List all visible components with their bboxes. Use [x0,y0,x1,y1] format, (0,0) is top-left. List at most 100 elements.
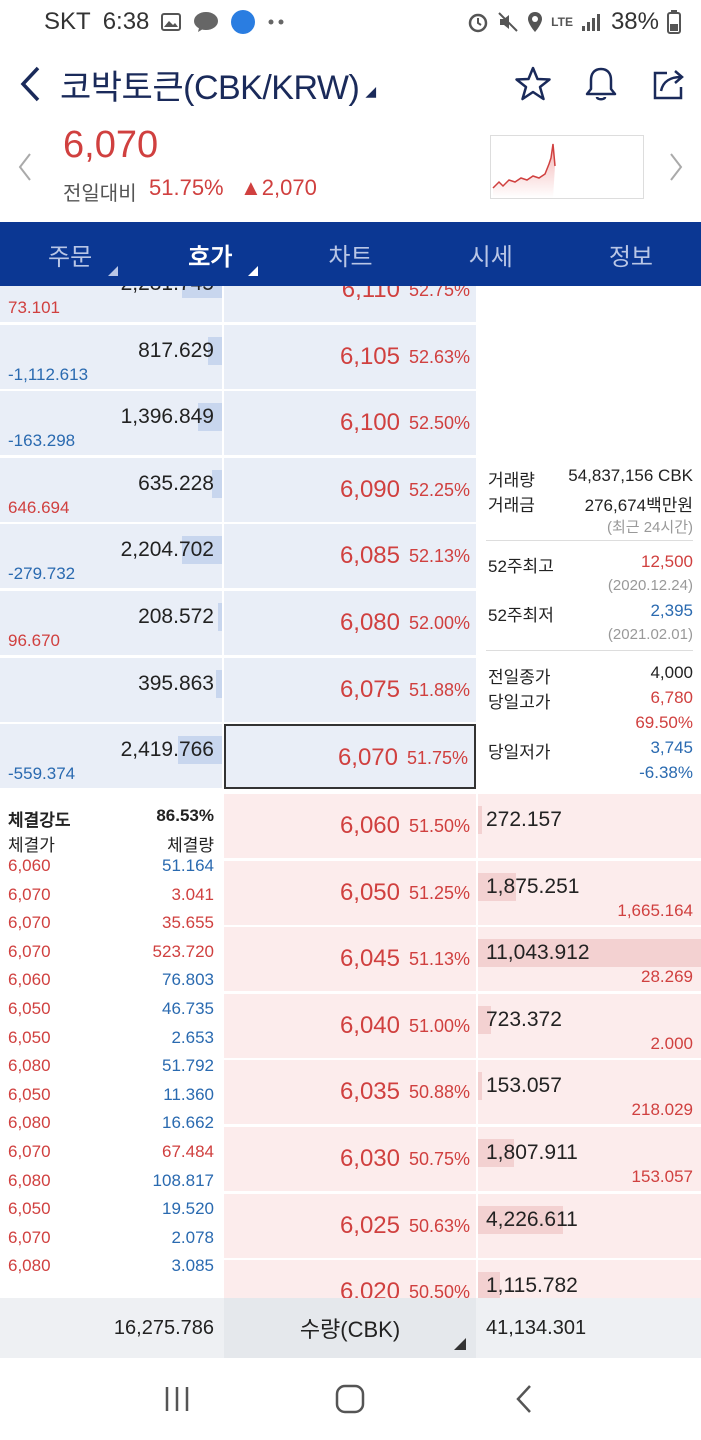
bid-percent: 50.63% [408,1215,470,1236]
volume-label: 거래량 [488,471,535,490]
ask-quantity-cell[interactable]: 2,231.745 73.101 [0,286,222,323]
trade-row: 6,070 67.484 [8,1142,214,1162]
bid-percent: 51.50% [408,816,470,836]
trade-row: 6,080 108.817 [8,1171,214,1191]
ask-price-cell[interactable]: 6,110 52.75% [224,286,476,323]
bid-row[interactable]: 6,025 50.63% 4,226.611 [224,1193,701,1260]
ask-quantity-cell[interactable]: 2,204.702 -279.732 [0,524,222,590]
trade-row: 6,080 3.085 [8,1256,214,1276]
bid-quantity-cell[interactable]: 1,807.911 153.057 [478,1127,701,1192]
ask-row[interactable]: 635.228 646.694 6,090 52.25% [0,457,701,524]
ask-quantity-cell[interactable]: 1,396.849 -163.298 [0,391,222,457]
bid-price-cell[interactable]: 6,045 51.13% [224,927,476,993]
order-book[interactable]: 2,231.745 73.101 6,110 52.75% 817.629 -1,112.… [0,286,701,1298]
bid-row[interactable]: 6,045 51.13% 11,043.912 28.269 [224,927,701,993]
unit-label: 수량(CBK) [299,1317,401,1342]
ask-quantity-cell[interactable]: 395.863 [0,657,222,723]
bid-row[interactable]: 6,040 51.00% 723.372 2.000 [224,993,701,1060]
ask-volume-bar [182,536,222,565]
bid-price-cell[interactable]: 6,020 50.50% [224,1260,476,1298]
ask-price-cell[interactable]: 6,085 52.13% [224,524,476,590]
tab-info[interactable]: 정보 [561,222,701,286]
bid-price: 6,060 [339,812,400,839]
ask-change: 646.694 [8,497,70,517]
period-note: (최근 24시간) [606,519,693,536]
share-button[interactable] [647,56,691,112]
ask-row[interactable]: 1,396.849 -163.298 6,100 52.50% [0,391,701,457]
ask-row[interactable]: 208.572 96.670 6,080 52.00% [0,591,701,657]
home-button[interactable] [320,1369,380,1429]
back-nav-button[interactable] [494,1369,554,1429]
chevron-left-icon [20,66,40,102]
chevron-right-icon [670,153,683,181]
tab-market[interactable]: 시세 [421,222,561,286]
favorite-button[interactable] [511,56,555,112]
app-header: 코박토큰(CBK/KRW) ◢ [0,48,701,120]
bid-price-cell[interactable]: 6,060 51.50% [224,794,476,859]
high52-label: 52주최고 [488,557,554,576]
price-summary: 6,070 전일대비 51.75% ▲2,070 [0,122,701,220]
next-coin-button[interactable] [669,152,683,187]
battery-percent: 38% [610,8,659,35]
trade-qty: 2.653 [171,1027,214,1047]
clock: 6:38 [102,8,150,35]
back-button[interactable] [0,48,60,120]
ask-price-cell[interactable]: 6,080 52.00% [224,591,476,656]
ask-row[interactable]: 2,204.702 -279.732 6,085 52.13% [0,524,701,590]
bid-quantity-cell[interactable]: 723.372 2.000 [478,993,701,1059]
ask-price-cell[interactable]: 6,075 51.88% [224,657,476,723]
ask-price-cell[interactable]: 6,105 52.63% [224,324,476,390]
bid-quantity-cell[interactable]: 11,043.912 28.269 [478,927,701,993]
ask-price-cell[interactable]: 6,100 52.50% [224,391,476,457]
ask-price-cell[interactable]: 6,070 51.75% [224,724,476,790]
bid-row[interactable]: 6,035 50.88% 153.057 218.029 [224,1060,701,1126]
bid-price-cell[interactable]: 6,040 51.00% [224,993,476,1059]
ask-quantity-cell[interactable]: 635.228 646.694 [0,457,222,523]
ask-row[interactable]: 2,231.745 73.101 6,110 52.75% [0,286,701,324]
trade-price: 6,050 [8,1084,51,1104]
bid-price: 6,050 [339,878,400,906]
bid-price-cell[interactable]: 6,035 50.88% [224,1060,476,1126]
bid-row[interactable]: 6,050 51.25% 1,875.251 1,665.164 [224,860,701,927]
title-dropdown-icon[interactable]: ◢ [365,82,377,99]
bid-quantity-cell[interactable]: 272.157 [478,794,701,859]
page-title[interactable]: 코박토큰(CBK/KRW) [60,68,360,107]
ask-row[interactable]: 395.863 6,075 51.88% [0,657,701,724]
low52-date: (2021.02.01) [607,626,693,643]
divider [486,650,693,651]
ask-row[interactable]: 817.629 -1,112.613 6,105 52.63% [0,324,701,391]
network-type: LTE [551,15,573,29]
low52-label: 52주최저 [488,606,554,625]
bid-quantity-cell[interactable]: 1,115.782 [478,1260,701,1298]
unit-selector[interactable]: 수량(CBK) [224,1298,476,1358]
bid-price-cell[interactable]: 6,025 50.63% [224,1193,476,1259]
trade-qty: 67.484 [162,1142,214,1161]
strength-value: 86.53% [156,806,214,825]
bid-row[interactable]: 6,030 50.75% 1,807.911 153.057 [224,1127,701,1193]
tab-chart[interactable]: 차트 [280,222,420,286]
trade-row: 6,050 11.360 [8,1085,214,1105]
sparkline-chart[interactable] [490,135,644,199]
alarm-button[interactable] [579,56,623,112]
ask-quantity-cell[interactable]: 208.572 96.670 [0,591,222,656]
ask-row[interactable]: 2,419.766 -559.374 6,070 51.75% [0,724,701,790]
recent-apps-button[interactable] [147,1369,207,1429]
bid-quantity: 723.372 [486,1007,562,1031]
ask-quantity-cell[interactable]: 817.629 -1,112.613 [0,324,222,390]
bid-quantity-cell[interactable]: 4,226.611 [478,1193,701,1259]
bid-row[interactable]: 6,060 51.50% 272.157 [224,794,701,860]
tab-order[interactable]: 주문 [0,222,140,286]
bid-price-cell[interactable]: 6,030 50.75% [224,1127,476,1192]
bid-row[interactable]: 6,020 50.50% 1,115.782 [224,1260,701,1298]
bid-quantity-cell[interactable]: 153.057 218.029 [478,1060,701,1126]
bid-quantity: 1,875.251 [486,874,580,898]
tab-orderbook[interactable]: 호가 [140,222,280,286]
prev-coin-button[interactable] [18,152,32,187]
bid-price-cell[interactable]: 6,050 51.25% [224,860,476,926]
ask-price-cell[interactable]: 6,090 52.25% [224,457,476,523]
carrier: SKT [44,8,91,35]
trade-row: 6,070 35.655 [8,913,214,933]
trade-price: 6,060 [8,970,51,990]
bid-quantity-cell[interactable]: 1,875.251 1,665.164 [478,860,701,926]
ask-quantity-cell[interactable]: 2,419.766 -559.374 [0,724,222,790]
